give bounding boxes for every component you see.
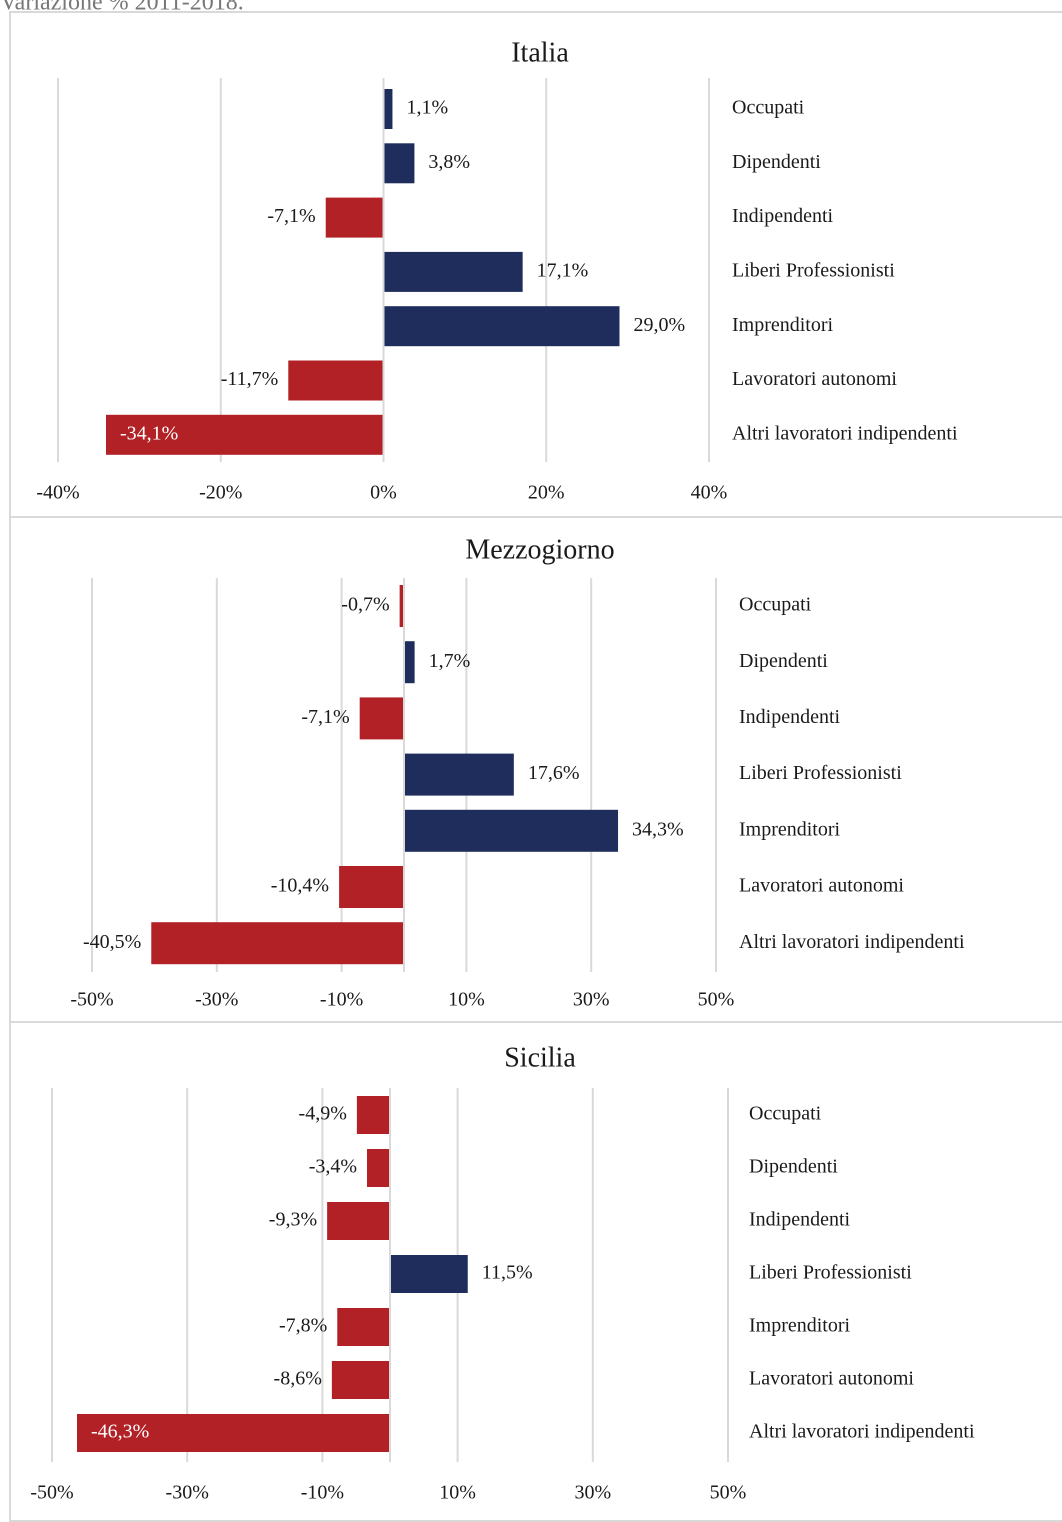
bar (399, 585, 404, 627)
category-label: Altri lavoratori indipendenti (749, 1421, 975, 1443)
bar (390, 1255, 468, 1293)
category-label: Imprenditori (749, 1315, 851, 1337)
x-tick-label: -50% (30, 1482, 73, 1504)
value-label: 3,8% (428, 151, 470, 173)
category-label: Indipendenti (749, 1209, 851, 1231)
bar (404, 753, 514, 796)
bar (327, 1202, 390, 1240)
bar (337, 1308, 390, 1346)
category-label: Altri lavoratori indipendenti (739, 931, 965, 953)
bar (288, 360, 384, 401)
x-tick-label: 50% (698, 989, 735, 1011)
bar (325, 197, 384, 238)
category-label: Dipendenti (732, 151, 821, 173)
category-label: Occupati (732, 97, 805, 119)
x-tick-label: 10% (448, 989, 485, 1011)
x-tick-label: 30% (573, 989, 610, 1011)
value-label: 17,1% (537, 259, 589, 281)
bar (404, 809, 619, 852)
panel-frame (9, 1021, 1062, 1522)
category-label: Imprenditori (732, 314, 834, 336)
value-label: 29,0% (633, 314, 685, 336)
value-label: -34,1% (120, 422, 178, 444)
bar (359, 697, 404, 740)
bar (383, 89, 393, 129)
value-label: -3,4% (309, 1156, 357, 1178)
x-tick-label: -10% (301, 1482, 344, 1504)
x-tick-label: -40% (36, 482, 79, 504)
category-label: Dipendenti (739, 650, 828, 672)
x-tick-label: 40% (691, 482, 728, 504)
x-tick-label: 10% (439, 1482, 476, 1504)
chart-title: Sicilia (504, 1042, 576, 1073)
bar (404, 641, 415, 684)
value-label: -7,1% (267, 205, 315, 227)
category-label: Altri lavoratori indipendenti (732, 422, 958, 444)
value-label: -9,3% (269, 1209, 317, 1231)
category-label: Imprenditori (739, 818, 841, 840)
category-label: Indipendenti (739, 706, 841, 728)
bar (151, 922, 404, 965)
x-tick-label: -30% (166, 1482, 209, 1504)
value-label: 34,3% (632, 818, 684, 840)
bar (383, 251, 523, 292)
category-label: Lavoratori autonomi (732, 368, 897, 390)
value-label: 17,6% (528, 762, 580, 784)
category-label: Lavoratori autonomi (749, 1368, 914, 1390)
bar (331, 1361, 390, 1399)
value-label: 11,5% (482, 1262, 533, 1284)
value-label: -7,1% (301, 706, 349, 728)
value-label: -8,6% (274, 1368, 322, 1390)
bar (383, 143, 415, 184)
chart-title: Italia (511, 37, 569, 68)
x-tick-label: 50% (710, 1482, 747, 1504)
x-tick-label: 0% (370, 482, 397, 504)
category-label: Liberi Professionisti (732, 259, 895, 281)
value-label: 1,7% (429, 650, 471, 672)
value-label: -46,3% (91, 1421, 149, 1443)
value-label: 1,1% (406, 97, 448, 119)
value-label: -10,4% (271, 875, 329, 897)
category-label: Indipendenti (732, 205, 834, 227)
x-tick-label: -30% (195, 989, 238, 1011)
category-label: Dipendenti (749, 1156, 838, 1178)
x-tick-label: -50% (70, 989, 113, 1011)
x-tick-label: 30% (574, 1482, 611, 1504)
value-label: -7,8% (279, 1315, 327, 1337)
x-tick-label: 20% (528, 482, 565, 504)
value-label: -40,5% (83, 931, 141, 953)
chart-title: Mezzogiorno (465, 534, 614, 565)
category-label: Occupati (749, 1103, 822, 1125)
bar (367, 1149, 390, 1187)
x-tick-label: -10% (320, 989, 363, 1011)
category-label: Liberi Professionisti (749, 1262, 912, 1284)
bar (356, 1096, 390, 1134)
value-label: -0,7% (341, 594, 389, 616)
category-label: Lavoratori autonomi (739, 875, 904, 897)
bar (339, 866, 404, 908)
value-label: -4,9% (299, 1103, 347, 1125)
category-label: Liberi Professionisti (739, 762, 902, 784)
value-label: -11,7% (221, 368, 279, 390)
category-label: Occupati (739, 594, 812, 616)
bar (383, 306, 620, 347)
x-tick-label: -20% (199, 482, 242, 504)
bar (106, 414, 384, 455)
figure-caption: Variazione % 2011-2018. (0, 0, 244, 16)
bar (77, 1414, 391, 1452)
